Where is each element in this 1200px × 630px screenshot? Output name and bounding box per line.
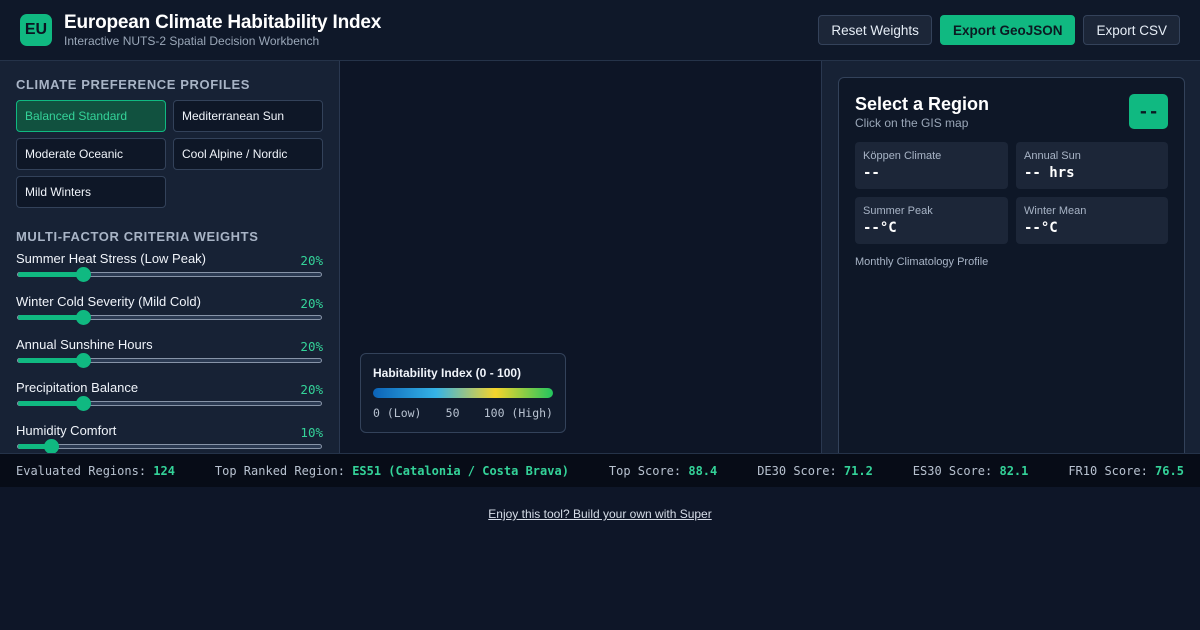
stat-label: Köppen Climate (863, 150, 942, 162)
region-title: Select a Region (855, 94, 990, 114)
stat-label: Annual Sun (1024, 150, 1081, 162)
region-stats-grid: Köppen Climate -- Annual Sun -- hrs Summ… (855, 142, 1168, 244)
stat-label: Summer Peak (863, 205, 933, 217)
footer: Enjoy this tool? Build your own with Sup… (0, 507, 1200, 521)
weight-slider-thumb[interactable] (76, 310, 92, 325)
stat-koppen-climate: Köppen Climate -- (855, 142, 1008, 189)
weight-slider-thumb[interactable] (76, 267, 92, 282)
weight-label: Humidity Comfort (16, 423, 117, 438)
gis-map[interactable]: Habitability Index (0 - 100) 0 (Low) 50 … (340, 61, 821, 453)
region-card: Select a Region Click on the GIS map -- … (838, 77, 1185, 477)
weight-slider-track[interactable] (17, 310, 322, 325)
monthly-climatology-label: Monthly Climatology Profile (855, 256, 989, 268)
weight-slider-row: Winter Cold Severity (Mild Cold) 20% (16, 294, 323, 337)
legend-high-label: 100 (High) (483, 406, 553, 420)
export-csv-button[interactable]: Export CSV (1083, 15, 1180, 45)
status-label: DE30 Score: (757, 463, 837, 478)
weight-slider-row: Humidity Comfort 10% (16, 423, 323, 453)
map-legend: Habitability Index (0 - 100) 0 (Low) 50 … (360, 353, 566, 433)
legend-low-label: 0 (Low) (373, 406, 422, 420)
weight-slider-track[interactable] (17, 439, 322, 453)
weight-sliders: Summer Heat Stress (Low Peak) 20% Winter… (16, 251, 323, 453)
app-subtitle: Interactive NUTS-2 Spatial Decision Work… (64, 34, 320, 48)
weight-slider-row: Summer Heat Stress (Low Peak) 20% (16, 251, 323, 294)
stat-value: -- hrs (1024, 165, 1075, 181)
weights-section-title: Multi-Factor Criteria Weights (16, 229, 259, 244)
reset-weights-button[interactable]: Reset Weights (818, 15, 932, 45)
profile-balanced-standard[interactable]: Balanced Standard (16, 100, 166, 132)
stat-summer-peak: Summer Peak --°C (855, 197, 1008, 244)
status-value: 124 (153, 463, 175, 478)
weight-value: 20% (300, 296, 323, 311)
status-value: 88.4 (688, 463, 718, 478)
legend-color-ramp (373, 388, 553, 398)
weight-slider-fill (18, 401, 84, 406)
weight-label: Summer Heat Stress (Low Peak) (16, 251, 207, 266)
title-block: European Climate Habitability Index Inte… (64, 12, 381, 48)
right-detail-panel: Select a Region Click on the GIS map -- … (821, 61, 1200, 477)
status-value: 71.2 (843, 463, 873, 478)
left-control-panel[interactable]: Climate Preference Profiles Balanced Sta… (0, 61, 340, 453)
status-fr10-score: FR10 Score: 76.5 (1068, 464, 1184, 478)
weight-slider-track[interactable] (17, 396, 322, 411)
weight-slider-track[interactable] (17, 353, 322, 368)
weight-value: 20% (300, 253, 323, 268)
legend-labels: 0 (Low) 50 100 (High) (373, 406, 553, 420)
legend-mid-label: 50 (445, 406, 460, 420)
weight-value: 10% (300, 425, 323, 440)
status-label: Top Ranked Region: (214, 463, 345, 478)
weight-label: Precipitation Balance (16, 380, 139, 395)
weight-slider-fill (18, 444, 51, 449)
weight-slider-row: Precipitation Balance 20% (16, 380, 323, 423)
weight-slider-fill (18, 272, 84, 277)
weight-slider-thumb[interactable] (43, 439, 59, 453)
stat-value: -- (863, 165, 880, 181)
weight-label: Annual Sunshine Hours (16, 337, 153, 352)
stat-value: --°C (863, 220, 897, 236)
app-header: EU European Climate Habitability Index I… (0, 0, 1200, 61)
stat-value: --°C (1024, 220, 1058, 236)
status-value: 82.1 (999, 463, 1029, 478)
weight-slider-row: Annual Sunshine Hours 20% (16, 337, 323, 380)
status-label: FR10 Score: (1068, 463, 1148, 478)
stat-annual-sun: Annual Sun -- hrs (1016, 142, 1168, 189)
region-score-badge: -- (1129, 94, 1168, 129)
weight-label: Winter Cold Severity (Mild Cold) (16, 294, 201, 309)
weight-slider-thumb[interactable] (76, 353, 92, 368)
status-evaluated-regions: Evaluated Regions: 124 (16, 464, 175, 478)
status-de30-score: DE30 Score: 71.2 (757, 464, 873, 478)
region-subtitle: Click on the GIS map (855, 116, 969, 130)
profile-mediterranean-sun[interactable]: Mediterranean Sun (173, 100, 323, 132)
profile-moderate-oceanic[interactable]: Moderate Oceanic (16, 138, 166, 170)
status-top-region: Top Ranked Region: ES51 (Catalonia / Cos… (215, 464, 569, 478)
weight-value: 20% (300, 382, 323, 397)
weight-slider-track[interactable] (17, 267, 322, 282)
export-geojson-button[interactable]: Export GeoJSON (939, 15, 1076, 45)
status-label: ES30 Score: (912, 463, 993, 478)
status-value: 76.5 (1155, 463, 1184, 478)
status-value: ES51 (Catalonia / Costa Brava) (352, 463, 569, 478)
weight-value: 20% (300, 339, 323, 354)
stat-label: Winter Mean (1024, 205, 1087, 217)
status-label: Evaluated Regions: (16, 463, 147, 478)
status-label: Top Score: (608, 463, 682, 478)
build-your-own-link[interactable]: Enjoy this tool? Build your own with Sup… (488, 507, 712, 521)
stat-winter-mean: Winter Mean --°C (1016, 197, 1168, 244)
legend-title: Habitability Index (0 - 100) (373, 366, 522, 380)
weight-slider-fill (18, 315, 84, 320)
weight-slider-thumb[interactable] (76, 396, 92, 411)
header-actions: Reset Weights Export GeoJSON Export CSV (818, 15, 1180, 45)
profile-cool-alpine-nordic[interactable]: Cool Alpine / Nordic (173, 138, 323, 170)
profile-grid: Balanced Standard Mediterranean Sun Mode… (16, 100, 323, 208)
status-bar: Evaluated Regions: 124 Top Ranked Region… (0, 453, 1200, 487)
profile-mild-winters[interactable]: Mild Winters (16, 176, 166, 208)
profiles-section-title: Climate Preference Profiles (16, 77, 251, 92)
app-logo: EU (20, 14, 52, 46)
weight-slider-fill (18, 358, 84, 363)
status-top-score: Top Score: 88.4 (609, 464, 717, 478)
app-title: European Climate Habitability Index (64, 12, 382, 33)
status-es30-score: ES30 Score: 82.1 (913, 464, 1029, 478)
